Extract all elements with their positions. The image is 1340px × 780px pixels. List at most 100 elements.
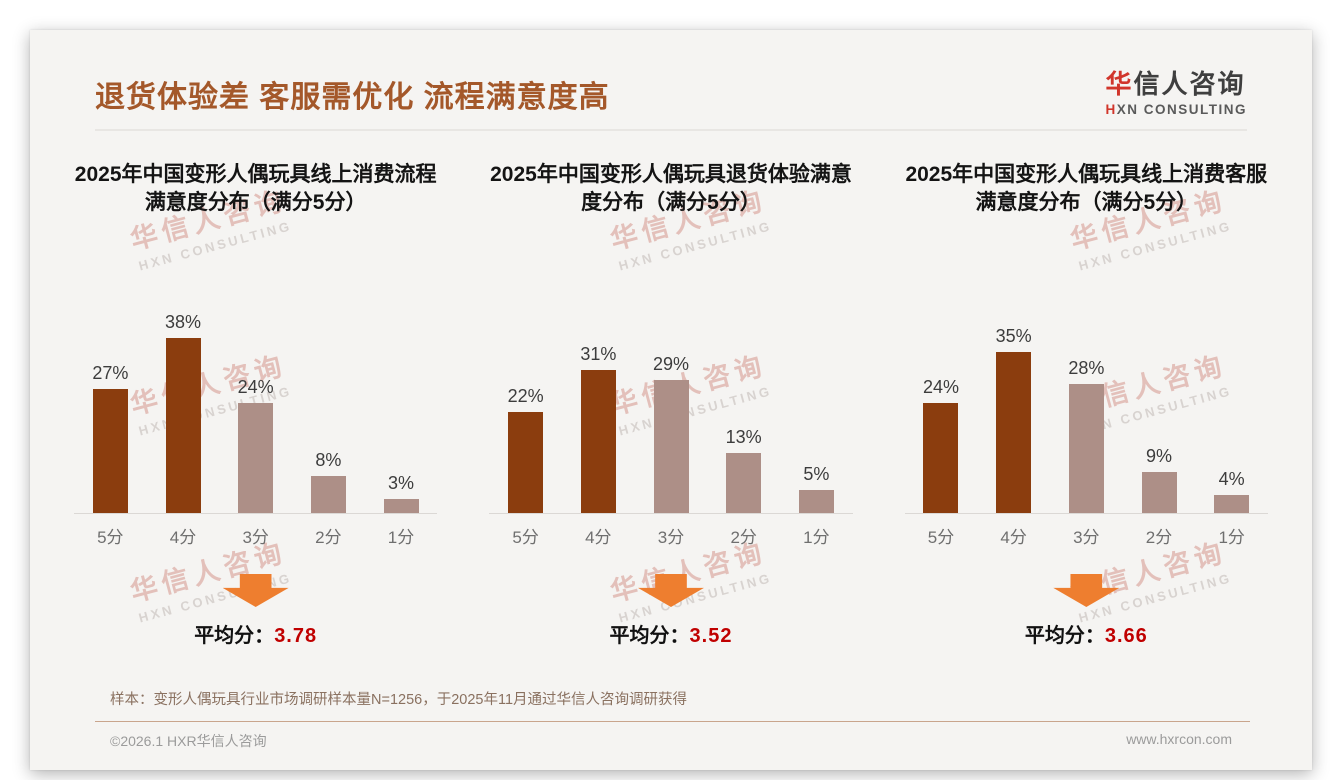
average-score: 平均分：3.52: [475, 619, 866, 648]
bar-score-2: [310, 476, 346, 513]
x-axis-labels: 5分 4分 3分 2分 1分: [489, 514, 852, 548]
chart-column-3: 2025年中国变形人偶玩具线上消费客服满意度分布（满分5分） 24% 35% 28% 9…: [879, 161, 1294, 648]
x-axis-label: 3分: [657, 528, 685, 547]
bar-group-score-5: 27%: [74, 363, 147, 513]
x-axis-label: 1分: [803, 528, 830, 547]
x-axis-label: 3分: [242, 528, 269, 547]
x-axis-label: 1分: [387, 528, 415, 547]
bar-value-label: 9%: [1146, 445, 1173, 466]
chart-plot: 27% 38% 24% 8% 3%: [74, 299, 438, 514]
x-axis-label: 2分: [730, 528, 757, 547]
footer: ©2026.1 HXR华信人咨询 www.hxrcon.com: [30, 722, 1312, 751]
x-axis-label: 4分: [169, 528, 197, 547]
bar-score-5: [923, 402, 959, 513]
bar-score-1: [1214, 494, 1250, 513]
bar-group-score-1: 5%: [780, 464, 853, 513]
chart-title: 2025年中国变形人偶玩具退货体验满意度分布（满分5分）: [490, 163, 852, 215]
x-axis-label: 5分: [927, 528, 955, 547]
bar-group-score-3: 24%: [219, 377, 292, 513]
x-axis-label: 1分: [1218, 528, 1245, 547]
bar-group-score-1: 4%: [1195, 469, 1268, 513]
x-axis-label: 5分: [512, 528, 539, 547]
footer-divider: [95, 721, 1250, 722]
bar-group-score-2: 8%: [292, 450, 365, 513]
bar-score-1: [383, 499, 419, 513]
bar-value-label: 4%: [1218, 468, 1245, 489]
chart-plot: 24% 35% 28% 9% 4%: [904, 299, 1268, 514]
x-axis-label: 5分: [97, 528, 124, 547]
brand-logo-en-accent: H: [1105, 102, 1117, 117]
down-arrow-icon: [222, 574, 289, 607]
chart-column-2: 2025年中国变形人偶玩具退货体验满意度分布（满分5分） 22% 31% 29% 13%…: [463, 161, 878, 648]
bar-value-label: 31%: [580, 344, 617, 365]
bar-group-score-3: 28%: [1050, 358, 1123, 513]
chart-title: 2025年中国变形人偶玩具线上消费流程满意度分布（满分5分）: [74, 163, 437, 215]
down-arrow-icon: [637, 574, 704, 607]
bar-score-4: [580, 370, 616, 513]
bar-value-label: 38%: [164, 312, 202, 333]
sample-note: 样本：变形人偶玩具行业市场调研样本量N=1256，于2025年11月通过华信人咨…: [110, 692, 688, 708]
header: 退货体验差 客服需优化 流程满意度高 华信人咨询 HXN CONSULTING: [30, 30, 1312, 117]
brand-logo-chinese: 华信人咨询: [1106, 64, 1248, 101]
bar-group-score-2: 13%: [707, 427, 780, 513]
bar-value-label: 8%: [315, 450, 342, 471]
bar-value-label: 22%: [507, 385, 544, 406]
bar-group-score-4: 35%: [977, 326, 1050, 513]
average-score: 平均分：3.66: [891, 619, 1282, 648]
bar-group-score-2: 9%: [1123, 446, 1196, 513]
bar-score-5: [92, 388, 128, 513]
bar-value-label: 3%: [388, 473, 415, 494]
bar-value-label: 24%: [237, 376, 274, 397]
brand-logo-accent: 华: [1105, 69, 1134, 99]
brand-logo-english: HXN CONSULTING: [1106, 102, 1248, 117]
average-score-label: 平均分：: [1024, 625, 1105, 647]
bar-score-1: [798, 490, 834, 513]
bar-value-label: 35%: [995, 326, 1032, 346]
brand-logo: 华信人咨询 HXN CONSULTING: [1106, 64, 1248, 117]
bar-group-score-5: 24%: [905, 377, 978, 513]
average-score-value: 3.78: [274, 625, 318, 647]
copyright-text: ©2026.1 HXR华信人咨询: [110, 733, 267, 749]
bar-value-label: 13%: [725, 427, 762, 448]
x-axis-label: 4分: [1000, 528, 1027, 547]
average-score-value: 3.66: [1104, 625, 1148, 647]
bar-group-score-4: 31%: [562, 344, 635, 513]
chart-plot: 22% 31% 29% 13% 5%: [489, 299, 853, 514]
x-axis-label: 2分: [1145, 528, 1173, 547]
brand-logo-en-text: XN CONSULTING: [1116, 102, 1247, 117]
page-title: 退货体验差 客服需优化 流程满意度高: [95, 81, 610, 114]
x-axis-labels: 5分 4分 3分 2分 1分: [905, 514, 1268, 548]
bar-group-score-5: 22%: [489, 386, 562, 513]
bar-score-4: [996, 352, 1032, 513]
charts-row: 2025年中国变形人偶玩具线上消费流程满意度分布（满分5分） 27% 38% 24% 8…: [30, 131, 1312, 648]
average-score-label: 平均分：: [609, 625, 690, 647]
bar-group-score-1: 3%: [365, 473, 438, 513]
bar-score-3: [238, 402, 274, 513]
x-axis-label: 2分: [315, 528, 342, 547]
x-axis-label: 4分: [585, 528, 612, 547]
chart-column-1: 2025年中国变形人偶玩具线上消费流程满意度分布（满分5分） 27% 38% 24% 8…: [48, 161, 463, 648]
average-score: 平均分：3.78: [60, 619, 451, 648]
bar-score-2: [726, 453, 762, 513]
bar-score-4: [165, 338, 201, 513]
slide-card: 华信人咨询 HXN CONSULTING 华信人咨询 HXN CONSULTING 华信…: [30, 30, 1312, 770]
chart-title: 2025年中国变形人偶玩具线上消费客服满意度分布（满分5分）: [905, 163, 1268, 215]
bar-score-2: [1141, 471, 1177, 513]
average-score-label: 平均分：: [194, 625, 275, 647]
bar-value-label: 29%: [652, 353, 690, 374]
bar-score-3: [1068, 384, 1104, 513]
bar-score-5: [508, 411, 544, 513]
average-score-value: 3.52: [689, 625, 733, 647]
website-url: www.hxrcon.com: [1126, 731, 1232, 747]
x-axis-label: 3分: [1073, 528, 1100, 547]
bar-value-label: 28%: [1068, 358, 1105, 379]
bar-value-label: 24%: [922, 376, 959, 397]
title-divider: [95, 129, 1247, 131]
bar-score-3: [653, 379, 689, 513]
bar-value-label: 5%: [803, 464, 830, 484]
down-arrow-icon: [1053, 574, 1120, 607]
brand-logo-text: 信人咨询: [1133, 69, 1246, 99]
bar-value-label: 27%: [92, 362, 129, 383]
bar-group-score-4: 38%: [147, 312, 220, 513]
x-axis-labels: 5分 4分 3分 2分 1分: [74, 514, 437, 548]
